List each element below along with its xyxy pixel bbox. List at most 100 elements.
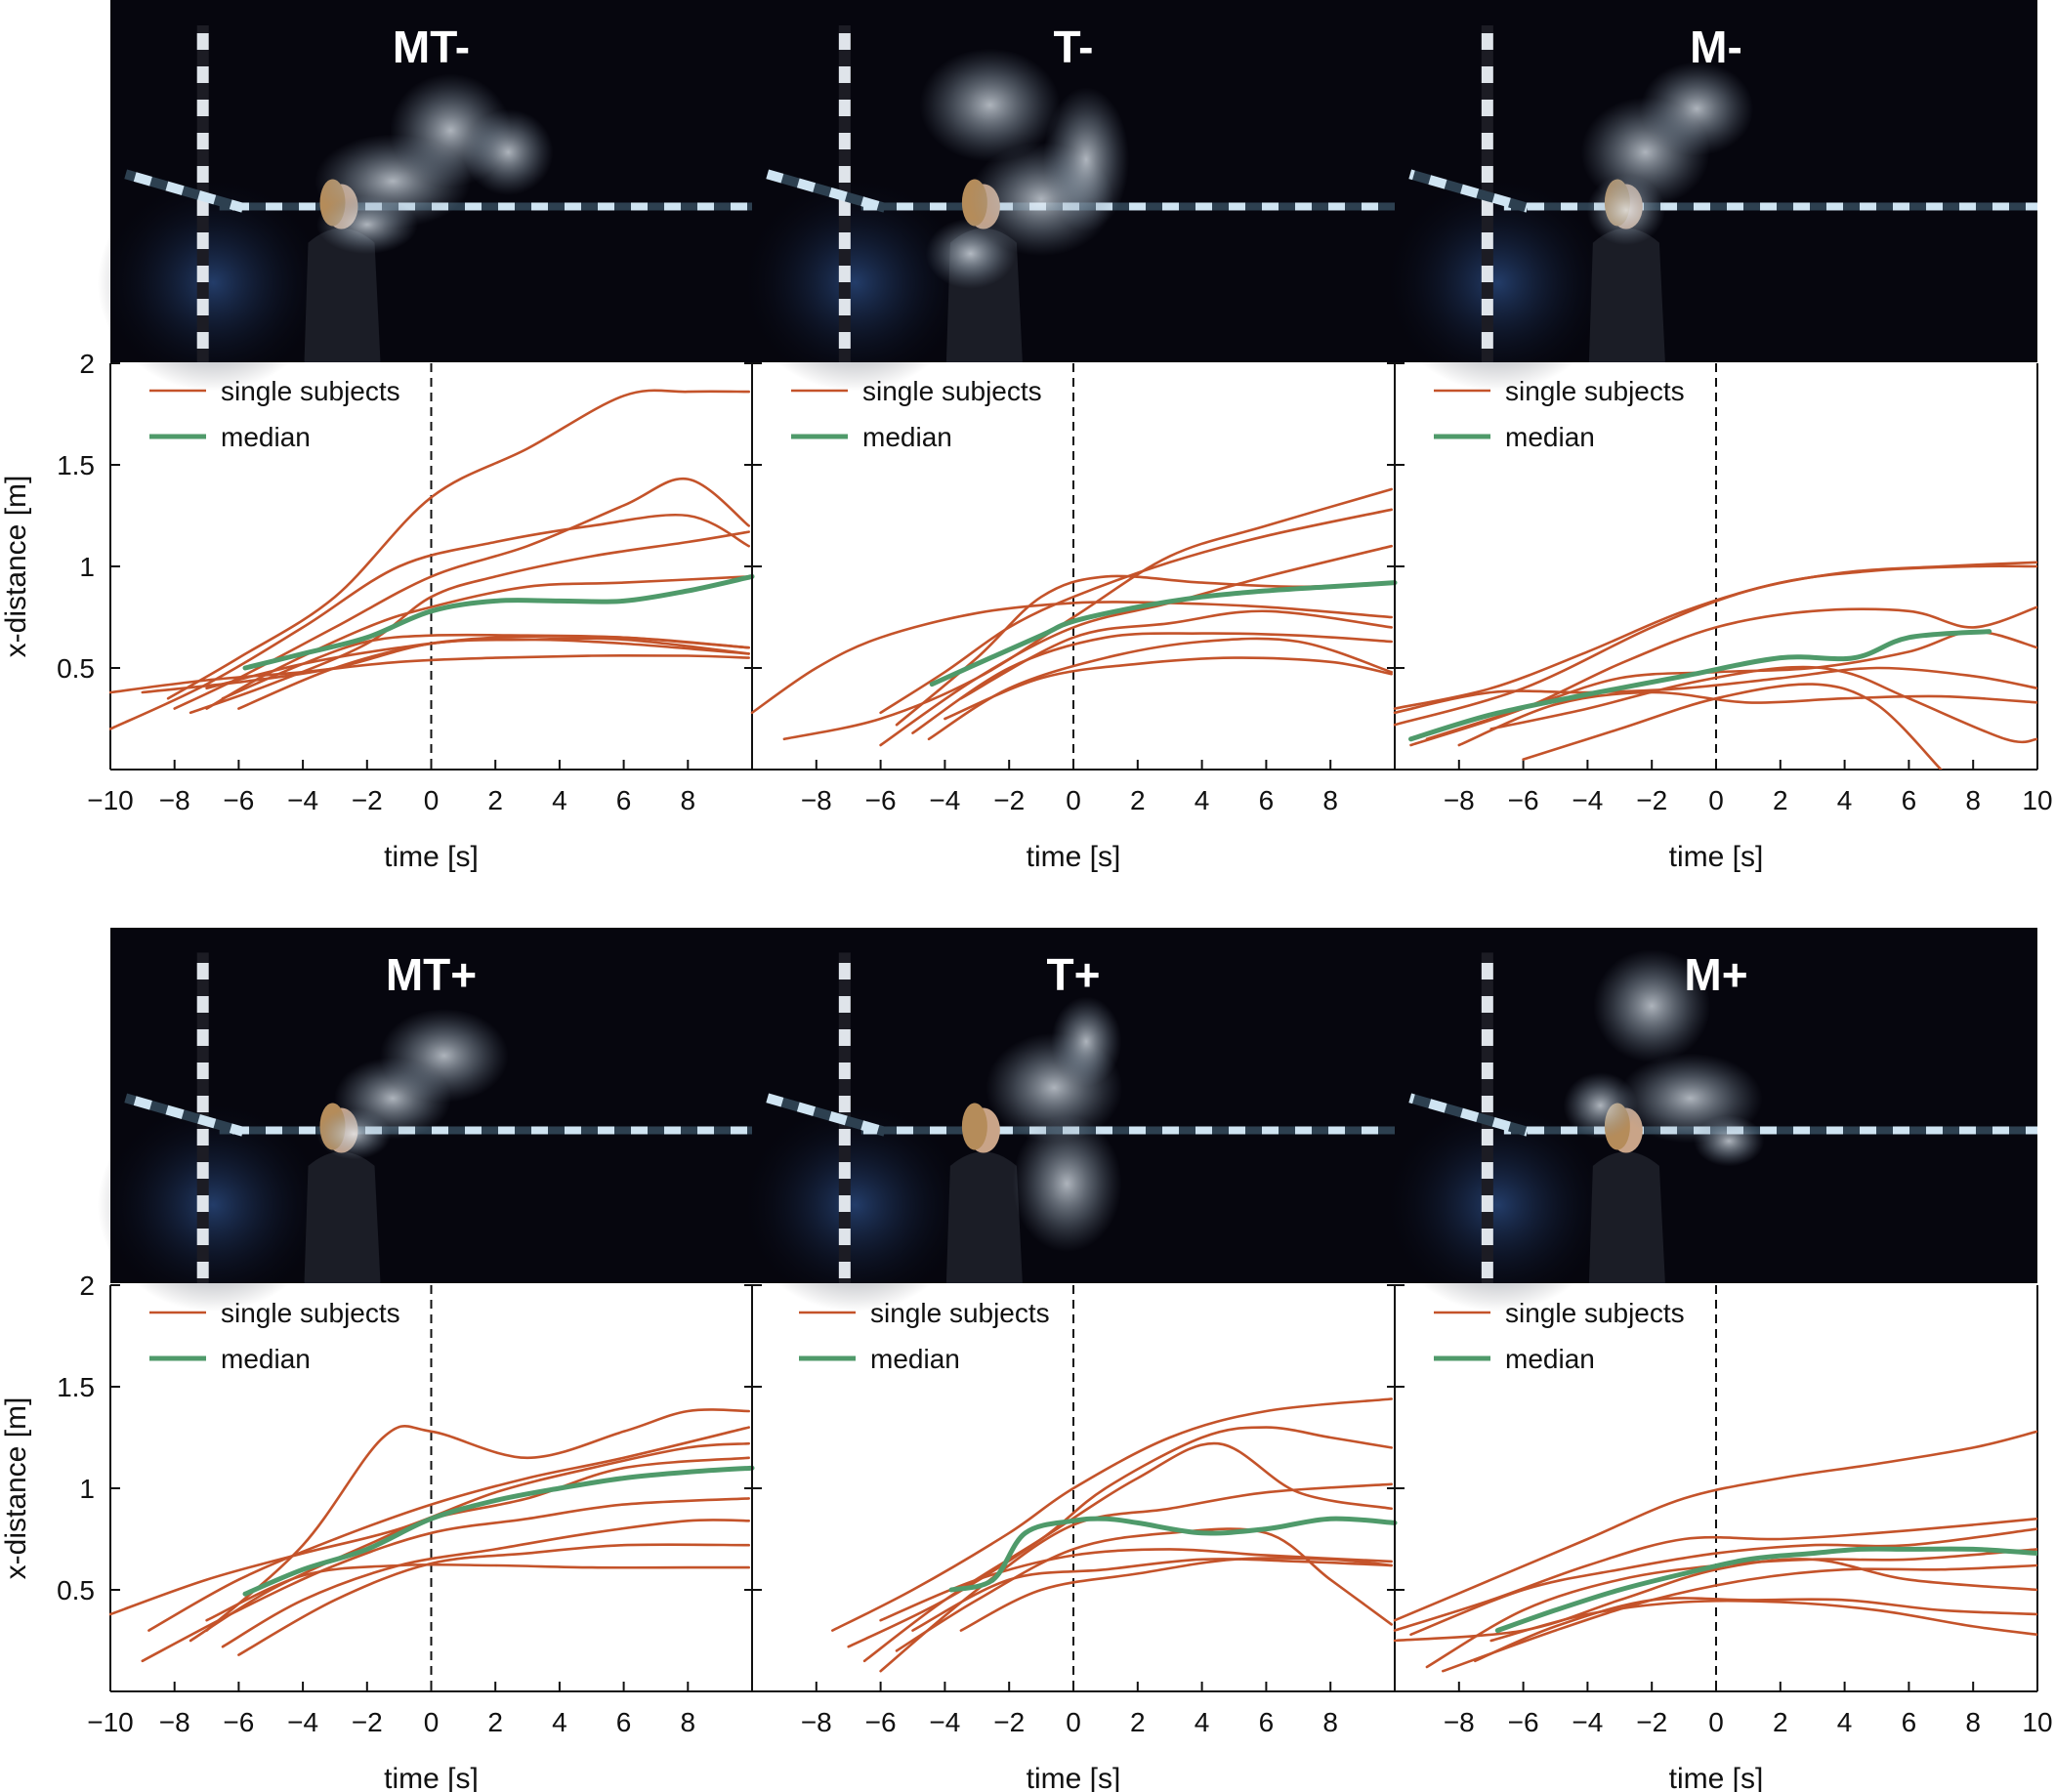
x-tick-label: −10 bbox=[87, 785, 134, 815]
x-tick-label: 8 bbox=[1965, 785, 1981, 815]
x-tick-label: 2 bbox=[1773, 785, 1788, 815]
series-group bbox=[831, 1397, 1398, 1673]
series-group bbox=[1393, 1430, 2037, 1673]
horizontal-measuring-bar bbox=[219, 202, 752, 211]
subject-line bbox=[750, 601, 1393, 715]
legend-label-median: median bbox=[1505, 1344, 1595, 1374]
subject-line bbox=[1393, 1430, 2037, 1622]
panel-chart: −10 −8 −6 −4 −2 0 2 4 6 8 0.5 1 1.5 2 time [s] x-distan… bbox=[0, 1271, 755, 1792]
smoke-cloud bbox=[925, 218, 1016, 289]
median-line bbox=[1408, 629, 1992, 742]
subject-line bbox=[895, 1527, 1393, 1652]
x-tick-label: 2 bbox=[487, 785, 503, 815]
x-tick-label: −6 bbox=[1508, 785, 1539, 815]
subject-line bbox=[166, 389, 750, 700]
x-tick-label: −4 bbox=[1572, 1707, 1603, 1737]
y-tick-label: 1.5 bbox=[57, 1372, 95, 1402]
subject-line bbox=[221, 1519, 750, 1648]
legend-label-median: median bbox=[221, 422, 311, 452]
legend-label-subjects: single subjects bbox=[221, 1298, 400, 1328]
smoke-cloud bbox=[315, 195, 418, 255]
x-axis-label: time [s] bbox=[384, 1763, 479, 1792]
y-axis-label: x-distance [m] bbox=[0, 1397, 32, 1580]
panel-chart: −8 −6 −4 −2 0 2 4 6 8 time [s] single subjects medi… bbox=[744, 1284, 1398, 1792]
smoke-cloud bbox=[1694, 1115, 1765, 1167]
subject-line bbox=[1393, 1558, 2037, 1643]
x-tick-label: 4 bbox=[1195, 785, 1210, 815]
panel-title: MT- bbox=[393, 21, 470, 72]
y-tick-label: 2 bbox=[79, 1271, 95, 1301]
subject-line bbox=[831, 1397, 1393, 1632]
smoke-cloud bbox=[1012, 1115, 1122, 1253]
panel-chart: −8 −6 −4 −2 0 2 4 6 8 10 time [s] single subjects me… bbox=[1387, 1284, 2053, 1792]
subject-line bbox=[911, 1558, 1393, 1632]
y-axis-label: x-distance [m] bbox=[0, 476, 32, 658]
x-axis-label: time [s] bbox=[384, 841, 479, 873]
y-tick-label: 0.5 bbox=[57, 1575, 95, 1605]
x-tick-label: 2 bbox=[1130, 1707, 1146, 1737]
subject-line bbox=[141, 1497, 750, 1663]
y-tick-label: 1 bbox=[79, 552, 95, 582]
x-tick-label: −2 bbox=[993, 785, 1025, 815]
series-group bbox=[1393, 561, 2037, 770]
x-tick-label: 8 bbox=[1322, 1707, 1338, 1737]
horizontal-measuring-bar bbox=[1503, 1126, 2037, 1135]
smoke-cloud bbox=[919, 48, 1061, 162]
panel-chart: −8 −6 −4 −2 0 2 4 6 8 time [s] single subjects medi… bbox=[744, 362, 1398, 873]
subject-line bbox=[879, 508, 1393, 715]
smoke-cloud bbox=[1640, 62, 1754, 156]
subject-line bbox=[1457, 690, 2037, 747]
x-tick-label: 0 bbox=[1066, 785, 1081, 815]
x-tick-label: −10 bbox=[87, 1707, 134, 1737]
subject-line bbox=[879, 1548, 1393, 1622]
light-glow bbox=[1381, 1098, 1614, 1313]
legend-label-subjects: single subjects bbox=[221, 376, 400, 406]
horizontal-measuring-bar bbox=[860, 202, 1395, 211]
panel-photo: M+ bbox=[1381, 928, 2037, 1313]
x-tick-label: 6 bbox=[1259, 1707, 1275, 1737]
x-axis-label: time [s] bbox=[1669, 841, 1764, 873]
x-tick-label: −2 bbox=[352, 1707, 383, 1737]
x-tick-label: −8 bbox=[801, 1707, 832, 1737]
smoke-cloud bbox=[316, 1108, 392, 1160]
subject-line bbox=[109, 1441, 750, 1616]
x-tick-label: 10 bbox=[2022, 1707, 2052, 1737]
panel-photo: MT- bbox=[97, 0, 752, 392]
x-tick-label: 0 bbox=[1708, 1707, 1724, 1737]
median-line bbox=[948, 1516, 1398, 1593]
y-tick-label: 2 bbox=[79, 349, 95, 379]
x-tick-label: 0 bbox=[424, 785, 440, 815]
x-axis-label: time [s] bbox=[1669, 1763, 1764, 1792]
x-tick-label: 2 bbox=[1773, 1707, 1788, 1737]
panel-title: M- bbox=[1690, 21, 1742, 72]
subject-line bbox=[109, 513, 750, 730]
person-hair bbox=[961, 1103, 987, 1150]
smoke-cloud bbox=[1043, 87, 1130, 232]
subject-line bbox=[1409, 1527, 2037, 1637]
subject-line bbox=[237, 1543, 750, 1656]
smoke-cloud bbox=[1593, 949, 1711, 1063]
subject-line bbox=[959, 609, 1393, 700]
x-tick-label: −8 bbox=[159, 785, 190, 815]
x-tick-label: 0 bbox=[1708, 785, 1724, 815]
median-line bbox=[242, 1465, 755, 1597]
series-group bbox=[109, 1408, 755, 1663]
x-tick-label: −8 bbox=[801, 785, 832, 815]
x-tick-label: −2 bbox=[1636, 1707, 1667, 1737]
x-tick-label: 4 bbox=[552, 785, 567, 815]
smoke-cloud bbox=[463, 108, 554, 195]
horizontal-measuring-bar bbox=[1503, 202, 2037, 211]
x-tick-label: 6 bbox=[1902, 785, 1917, 815]
smoke-cloud bbox=[1563, 1072, 1638, 1139]
x-tick-label: 6 bbox=[616, 1707, 632, 1737]
median-line bbox=[242, 573, 755, 671]
x-axis-label: time [s] bbox=[1027, 1763, 1121, 1792]
subject-line bbox=[173, 477, 750, 710]
x-tick-label: 8 bbox=[1322, 785, 1338, 815]
y-tick-label: 1 bbox=[79, 1474, 95, 1504]
x-tick-label: −2 bbox=[1636, 785, 1667, 815]
x-tick-label: 8 bbox=[1965, 1707, 1981, 1737]
diagonal-measuring-bar bbox=[766, 169, 887, 213]
person-body bbox=[304, 228, 381, 362]
x-tick-label: 2 bbox=[1130, 785, 1146, 815]
